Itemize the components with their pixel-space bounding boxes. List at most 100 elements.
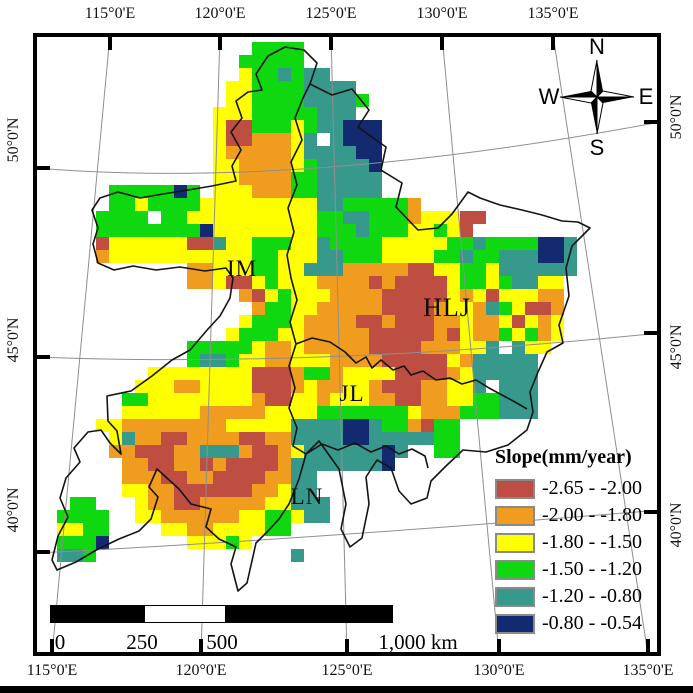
raster-cell [525, 406, 538, 419]
raster-cell [135, 497, 148, 510]
raster-cell [369, 341, 382, 354]
raster-cell [317, 380, 330, 393]
raster-cell [226, 250, 239, 263]
raster-cell [265, 146, 278, 159]
raster-cell [278, 302, 291, 315]
raster-cell [330, 328, 343, 341]
raster-cell [291, 250, 304, 263]
raster-cell [434, 354, 447, 367]
raster-cell [343, 458, 356, 471]
raster-cell [317, 419, 330, 432]
raster-cell [226, 393, 239, 406]
raster-cell [330, 159, 343, 172]
raster-cell [369, 393, 382, 406]
raster-cell [434, 445, 447, 458]
raster-cell [499, 237, 512, 250]
raster-cell [187, 354, 200, 367]
raster-cell [343, 445, 356, 458]
raster-cell [226, 536, 239, 549]
raster-cell [122, 406, 135, 419]
raster-cell [122, 211, 135, 224]
raster-cell [395, 354, 408, 367]
raster-cell [369, 120, 382, 133]
raster-cell [265, 107, 278, 120]
raster-cell [395, 341, 408, 354]
raster-cell [343, 198, 356, 211]
raster-cell [239, 497, 252, 510]
raster-cell [330, 146, 343, 159]
raster-cell [252, 510, 265, 523]
raster-cell [239, 432, 252, 445]
raster-cell [148, 432, 161, 445]
raster-cell [486, 315, 499, 328]
bottom-tick [345, 639, 349, 653]
raster-cell [148, 224, 161, 237]
raster-cell [252, 432, 265, 445]
raster-cell [291, 68, 304, 81]
raster-cell [343, 367, 356, 380]
right-tick [644, 331, 658, 335]
raster-cell [265, 497, 278, 510]
raster-cell [226, 523, 239, 536]
raster-cell [291, 237, 304, 250]
raster-cell [369, 198, 382, 211]
raster-cell [239, 263, 252, 276]
raster-cell [343, 263, 356, 276]
raster-cell [330, 94, 343, 107]
raster-cell [304, 146, 317, 159]
raster-cell [395, 393, 408, 406]
province-boundary [295, 337, 528, 410]
raster-cell [304, 380, 317, 393]
raster-cell [460, 341, 473, 354]
raster-cell [499, 315, 512, 328]
raster-cell [200, 432, 213, 445]
raster-cell [174, 198, 187, 211]
raster-cell [395, 419, 408, 432]
raster-cell [421, 406, 434, 419]
raster-cell [434, 419, 447, 432]
raster-cell [382, 250, 395, 263]
raster-cell [356, 406, 369, 419]
raster-cell [239, 523, 252, 536]
raster-cell [460, 211, 473, 224]
raster-cell [200, 276, 213, 289]
raster-cell [447, 445, 460, 458]
raster-cell [291, 211, 304, 224]
raster-cell [278, 380, 291, 393]
raster-cell [213, 367, 226, 380]
raster-cell [213, 120, 226, 133]
raster-cell [239, 120, 252, 133]
raster-cell [265, 68, 278, 81]
raster-cell [278, 159, 291, 172]
raster-cell [512, 354, 525, 367]
raster-cell [317, 354, 330, 367]
raster-cell [564, 250, 577, 263]
raster-cell [252, 289, 265, 302]
raster-cell [408, 328, 421, 341]
raster-cell [382, 354, 395, 367]
raster-cell [343, 120, 356, 133]
raster-cell [161, 523, 174, 536]
map-legend: Slope(mm/year) -2.65 - -2.00 -2.00 - -1.8… [495, 446, 690, 637]
raster-cell [252, 237, 265, 250]
raster-cell [96, 224, 109, 237]
raster-cell [187, 536, 200, 549]
raster-cell [135, 211, 148, 224]
raster-cell [473, 367, 486, 380]
raster-cell [174, 432, 187, 445]
raster-cell [486, 354, 499, 367]
raster-cell [512, 289, 525, 302]
raster-cell [408, 276, 421, 289]
raster-cell [174, 458, 187, 471]
raster-cell [304, 211, 317, 224]
raster-cell [291, 419, 304, 432]
raster-cell [512, 367, 525, 380]
raster-cell [551, 289, 564, 302]
raster-cell [265, 367, 278, 380]
raster-cell [330, 172, 343, 185]
raster-cell [200, 406, 213, 419]
raster-cell [421, 432, 434, 445]
raster-cell [265, 445, 278, 458]
raster-cell [343, 289, 356, 302]
raster-cell [434, 341, 447, 354]
